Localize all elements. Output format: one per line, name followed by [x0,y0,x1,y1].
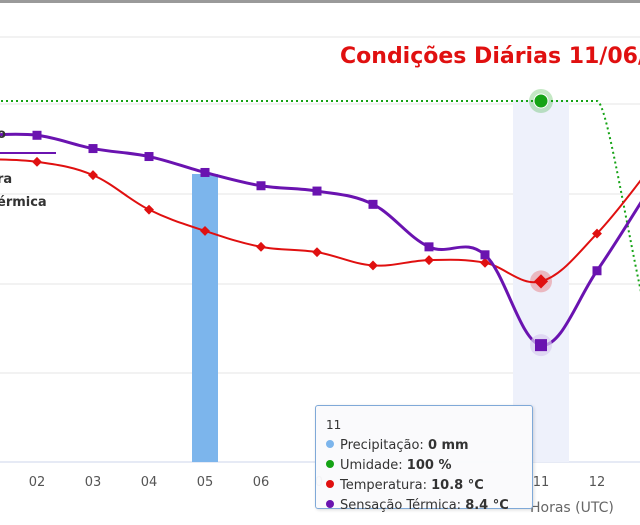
tooltip-label: Precipitação: [340,438,428,453]
chart-title: Condições Diárias 11/06/ [340,44,640,69]
temperature-point [480,257,490,268]
humidity-dot-icon [326,460,334,468]
feels-like-point [88,144,98,154]
precipitation-dot-icon [326,440,334,448]
tooltip-label: Temperatura: [340,478,432,493]
humidity-point [533,93,549,109]
legend-item-1[interactable]: o [0,127,6,142]
temperature-point [256,241,266,252]
x-tick-label: 05 [197,475,214,490]
tooltip: 11 Precipitação: 0 mm Umidade: 100 % Tem… [315,405,533,513]
feels-like-point [535,339,547,352]
feels-like-point [200,167,210,177]
precipitation-bars [192,174,218,462]
temperature-point [144,204,154,215]
feels-like-point [424,242,434,252]
feels-like-point [32,130,42,140]
x-tick-label: 11 [533,475,550,490]
precipitation-bar [192,174,218,462]
x-tick-label: 02 [29,475,46,490]
temperature-point [88,170,98,181]
temperature-point [368,260,378,271]
feels-like-dot-icon [326,500,334,508]
feels-like-point [256,181,266,191]
tooltip-label: Umidade: [340,458,407,473]
temperature-point [533,274,549,289]
humidity-series [0,89,640,292]
tooltip-value: 8.4 °C [465,498,509,513]
tooltip-value: 0 mm [427,438,469,453]
feels-like-point [312,186,322,196]
tooltip-row-precipitation: Precipitação: 0 mm [326,436,522,456]
tooltip-label: Sensação Térmica: [340,498,466,513]
temperature-point [32,156,42,167]
temperature-point [424,255,434,266]
temperature-point [200,225,210,236]
tooltip-row-feels-like: Sensação Térmica: 8.4 °C [326,496,522,516]
legend-item-3[interactable]: érmica [0,195,47,210]
feels-like-point [592,266,602,276]
feels-like-point [144,152,154,162]
temperature-point [312,247,322,258]
temperature-series [0,156,640,293]
feels-like-series [0,130,640,357]
humidity-line [0,100,640,292]
feels-like-line [0,132,640,347]
temperature-point [592,228,602,239]
x-tick-label: 04 [141,475,158,490]
x-tick-label: 06 [253,475,270,490]
tooltip-header: 11 [326,418,342,432]
tooltip-row-humidity: Umidade: 100 % [326,456,522,476]
feels-like-point [480,250,490,260]
tooltip-value: 100 % [406,458,452,473]
temperature-dot-icon [326,480,334,488]
x-tick-label: 03 [85,475,102,490]
x-axis-title: Horas (UTC) [530,500,614,516]
window-top-border [0,0,640,3]
feels-like-point [368,199,378,209]
legend-line-feels-like [0,152,56,154]
tooltip-value: 10.8 °C [431,478,484,493]
x-tick-label: 12 [589,475,606,490]
tooltip-row-temperature: Temperatura: 10.8 °C [326,476,522,496]
legend-item-2[interactable]: ra [0,172,13,187]
